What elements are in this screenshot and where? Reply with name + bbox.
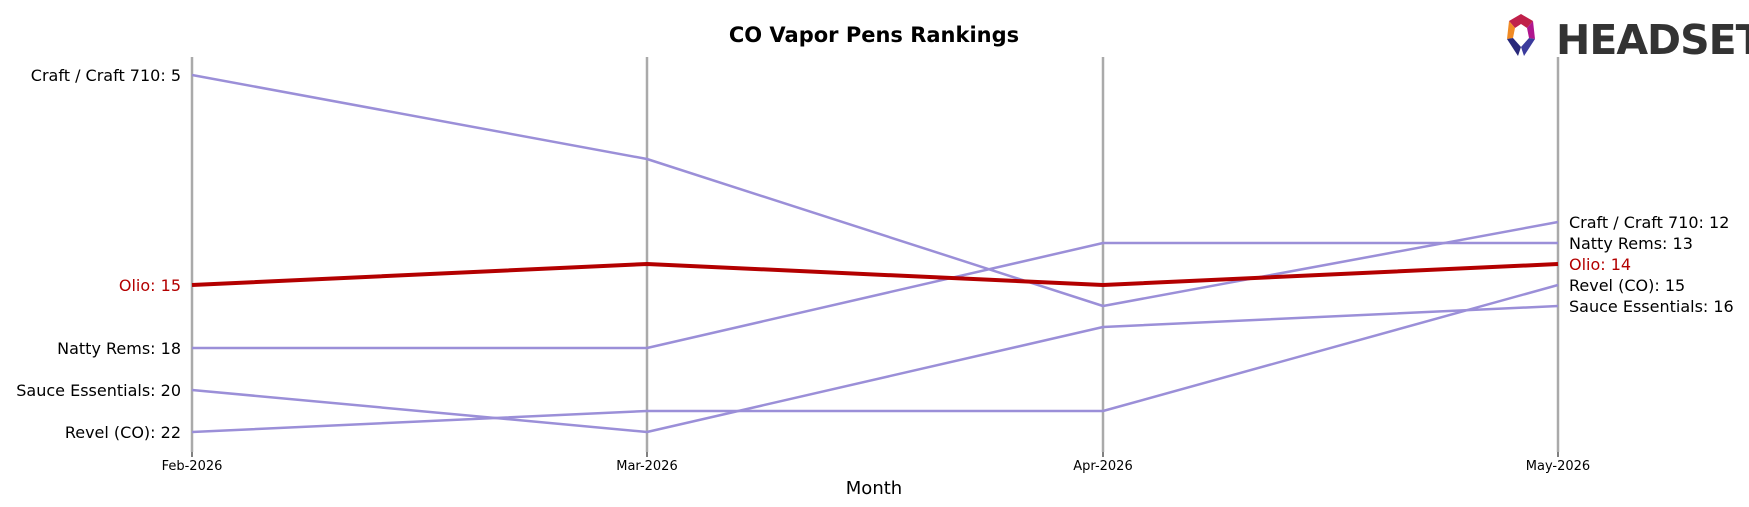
- series-line-olio: [191, 262, 1559, 287]
- chart-title: CO Vapor Pens Rankings: [729, 23, 1019, 47]
- start-labels: Craft / Craft 710: 5 Olio: 15 Natty Rems: …: [16, 66, 181, 442]
- grid-lines: [190, 57, 1560, 452]
- end-labels: Craft / Craft 710: 12 Olio: 14 Natty Rems:…: [1569, 213, 1734, 316]
- logo-wordmark: HEADSET: [1556, 16, 1749, 64]
- x-tick-label: Apr-2026: [1073, 459, 1132, 474]
- start-label-revel-co: Revel (CO): 22: [65, 423, 181, 442]
- x-tick-label: Feb-2026: [162, 459, 223, 474]
- start-label-craft-craft-710: Craft / Craft 710: 5: [31, 66, 181, 85]
- series-line-revel-co: [191, 283, 1559, 434]
- end-label-olio: Olio: 14: [1569, 255, 1631, 274]
- end-label-natty-rems: Natty Rems: 13: [1569, 234, 1693, 253]
- x-tick-label: Mar-2026: [616, 459, 677, 474]
- series-line-sauce-essentials: [191, 304, 1559, 434]
- end-label-sauce-essentials: Sauce Essentials: 16: [1569, 297, 1734, 316]
- headset-hexagon-logo-icon: [1507, 14, 1535, 56]
- x-tick-label: May-2026: [1526, 459, 1590, 474]
- headset-logo: HEADSET: [1507, 14, 1749, 64]
- end-label-revel-co: Revel (CO): 15: [1569, 276, 1685, 295]
- series-line-natty-rems: [192, 241, 1558, 350]
- x-axis-label: Month: [846, 478, 902, 499]
- series-lines: [191, 73, 1559, 434]
- series-line-craft-craft-710: [191, 73, 1559, 308]
- start-label-natty-rems: Natty Rems: 18: [57, 339, 181, 358]
- start-label-olio: Olio: 15: [119, 276, 181, 295]
- start-label-sauce-essentials: Sauce Essentials: 20: [16, 381, 181, 400]
- x-ticks: Feb-2026 Mar-2026 Apr-2026 May-2026: [162, 452, 1590, 474]
- end-label-craft-craft-710: Craft / Craft 710: 12: [1569, 213, 1729, 232]
